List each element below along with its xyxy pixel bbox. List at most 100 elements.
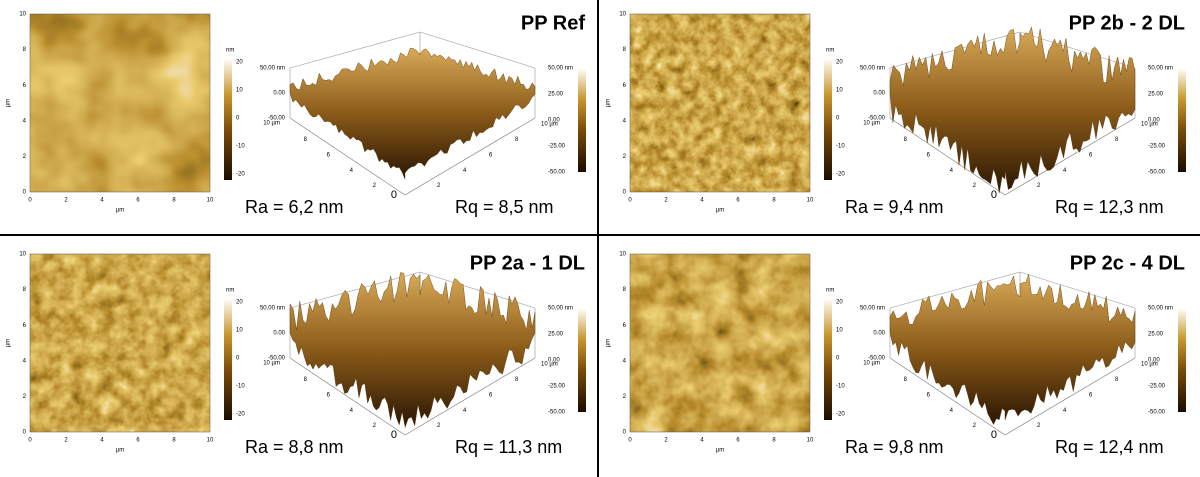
surface-width-tick: 6: [489, 152, 493, 158]
map-frame: [629, 13, 811, 193]
map-y-tick: 0: [623, 430, 627, 436]
map-x-tick: 2: [664, 198, 668, 204]
surface-width-tick: 2: [1037, 183, 1041, 189]
map-x-tick: 4: [100, 198, 104, 204]
map-frame: [29, 13, 211, 193]
colorbar-tick: -20: [236, 412, 245, 418]
surface-colorbar-tick: 50.00 nm: [548, 66, 573, 72]
surface-width-tick: 4: [1063, 408, 1067, 414]
box-edge: [419, 31, 536, 69]
map-y-tick: 10: [619, 252, 626, 258]
surface-width-tick: 10 µm: [1141, 122, 1158, 128]
surface-depth-tick: 0: [391, 189, 397, 201]
map-y-tick: 6: [23, 83, 27, 89]
box-edge: [1004, 357, 1136, 436]
surface-colorbar-tick: 50.00 nm: [1148, 306, 1173, 312]
colorbar-tick: 10: [236, 328, 243, 334]
surface-colorbar-tick: 25.00: [1148, 92, 1164, 98]
surface-depth-tick: 2: [373, 183, 377, 189]
map-y-unit: µm: [606, 99, 612, 107]
surface-width-tick: 6: [489, 392, 493, 398]
colorbar-unit: nm: [226, 288, 234, 294]
surface-width-tick: 2: [1037, 423, 1041, 429]
ra-value: Ra = 6,2 nm: [245, 197, 344, 217]
map-x-tick: 0: [628, 198, 632, 204]
map-x-tick: 8: [772, 438, 776, 444]
map-y-tick: 4: [23, 118, 27, 124]
surface-width-tick: 10 µm: [541, 122, 558, 128]
surface-colorbar-tick: -25.00: [548, 144, 566, 150]
surface-colorbar-tick: 25.00: [548, 92, 564, 98]
colorbar-tick: -20: [836, 172, 845, 178]
surface-z-label: 0.00: [873, 331, 885, 337]
surface-colorbar-tick: 0.00: [1148, 118, 1160, 124]
surface-depth-tick: 8: [304, 137, 308, 143]
map-frame: [629, 253, 811, 433]
map-x-tick: 2: [64, 198, 68, 204]
map-x-tick: 6: [136, 198, 140, 204]
map-x-tick: 2: [664, 438, 668, 444]
panel-title: PP 2b - 2 DL: [1069, 12, 1185, 34]
surface-colorbar-tick: -25.00: [1148, 384, 1166, 390]
surface-depth-tick: 4: [950, 168, 954, 174]
surface-width-tick: 6: [1089, 392, 1093, 398]
surface: [889, 26, 1136, 193]
map-x-unit: µm: [716, 208, 724, 214]
map-x-tick: 8: [772, 198, 776, 204]
map-x-tick: 0: [628, 438, 632, 444]
surface-depth-tick: 2: [973, 423, 977, 429]
colorbar-tick: -10: [836, 144, 845, 150]
colorbar-tick: 0: [236, 356, 240, 362]
surface-colorbar: [1178, 308, 1186, 412]
surface-width-tick: 10 µm: [1141, 362, 1158, 368]
surface-z-label: -50.00: [268, 356, 286, 362]
colorbar: [224, 58, 232, 180]
colorbar-tick: 0: [836, 116, 840, 122]
rq-value: Rq = 12,3 nm: [1055, 197, 1164, 217]
map-x-unit: µm: [116, 448, 124, 454]
surface-colorbar: [578, 308, 586, 412]
map-y-tick: 8: [23, 47, 27, 53]
surface-width-tick: 8: [515, 137, 519, 143]
map-y-tick: 2: [23, 154, 27, 160]
panel-title: PP Ref: [521, 12, 585, 34]
surface-colorbar: [1178, 68, 1186, 172]
surface-depth-tick: 6: [327, 392, 331, 398]
surface-depth-tick: 0: [991, 189, 997, 201]
colorbar-unit: nm: [826, 288, 834, 294]
surface-colorbar-tick: 25.00: [548, 332, 564, 338]
surface-corner-label: 10 µm: [263, 121, 280, 127]
map-y-tick: 4: [623, 118, 627, 124]
surface-depth-tick: 0: [991, 429, 997, 441]
afm-map: [630, 14, 810, 192]
box-edge: [1019, 271, 1136, 309]
rq-value: Rq = 11,3 nm: [455, 437, 562, 457]
map-x-tick: 2: [64, 438, 68, 444]
colorbar-tick: -20: [836, 412, 845, 418]
surface-z-label: 0.00: [873, 91, 885, 97]
box-edge: [889, 357, 1006, 436]
map-x-tick: 6: [136, 438, 140, 444]
map-y-tick: 2: [23, 394, 27, 400]
map-y-tick: 10: [19, 12, 26, 18]
surface-colorbar: [578, 68, 586, 172]
surface-corner-label: 10 µm: [263, 361, 280, 367]
colorbar: [824, 298, 832, 420]
colorbar-unit: nm: [226, 48, 234, 54]
colorbar-tick: 0: [236, 116, 240, 122]
map-y-tick: 0: [23, 430, 27, 436]
map-x-tick: 8: [172, 198, 176, 204]
map-y-tick: 4: [23, 358, 27, 364]
surface-colorbar-tick: -50.00: [548, 170, 566, 176]
map-x-tick: 6: [736, 198, 740, 204]
box-edge: [1004, 117, 1136, 196]
surface-depth-tick: 4: [950, 408, 954, 414]
afm-map: [30, 14, 210, 192]
map-x-unit: µm: [116, 208, 124, 214]
surface-colorbar-tick: 50.00 nm: [1148, 66, 1173, 72]
map-y-tick: 0: [23, 190, 27, 196]
map-y-tick: 8: [623, 47, 627, 53]
box-edge: [889, 271, 1021, 309]
surface-z-label: 0.00: [273, 91, 285, 97]
